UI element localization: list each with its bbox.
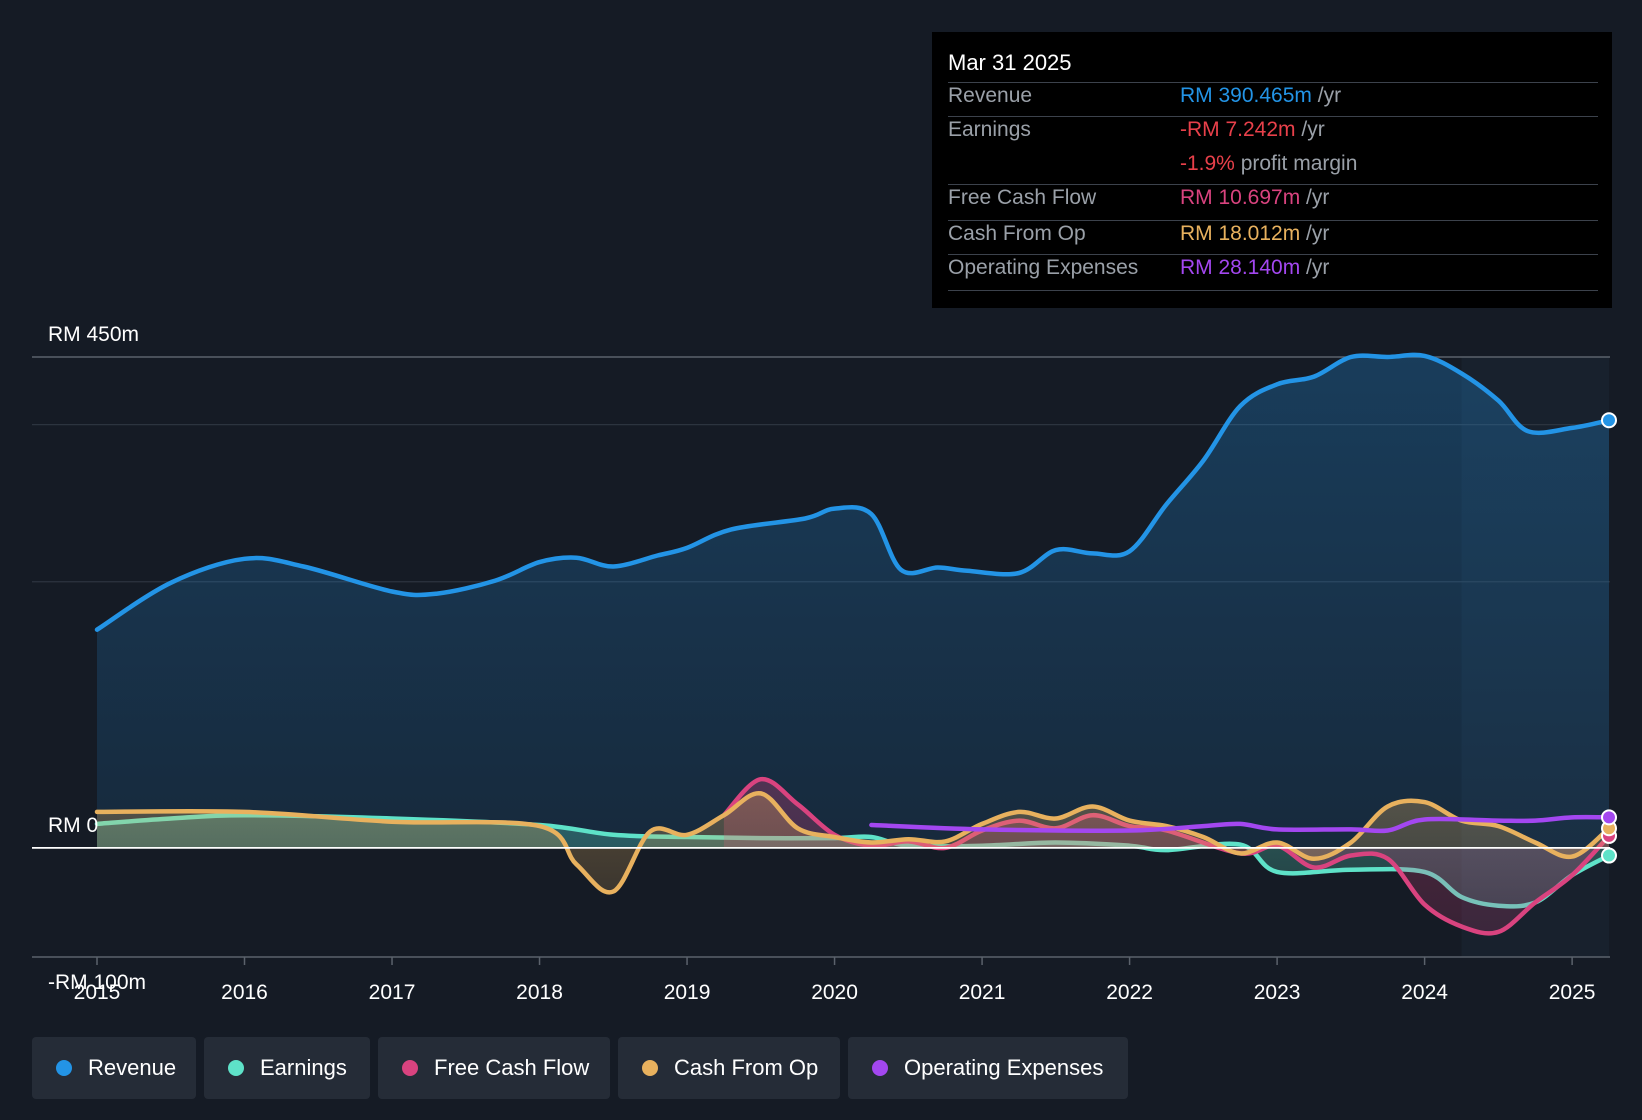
legend-operating-expenses[interactable]: Operating Expenses — [848, 1037, 1128, 1099]
legend-label-operating-expenses: Operating Expenses — [904, 1055, 1104, 1080]
x-axis: 2015 2016 2017 2018 2019 2020 2021 2022 2023 2024… — [74, 957, 1596, 1000]
legend-earnings[interactable]: Earnings — [204, 1037, 370, 1099]
revenue-line — [94, 352, 1612, 632]
x-tick-label: 2015 — [74, 981, 121, 1000]
free-cash-flow-area — [723, 779, 1609, 934]
tooltip-value: -RM 7.242m — [1180, 118, 1296, 141]
tooltip-separator — [948, 82, 1598, 83]
x-tick-label: 2023 — [1254, 981, 1301, 1000]
revenue-area — [97, 354, 1609, 848]
y-label-top: RM 450m — [48, 323, 139, 346]
tooltip-unit: /yr — [1300, 186, 1330, 209]
legend-dot-cash-from-op — [642, 1060, 658, 1076]
tooltip-value: RM 10.697m — [1180, 186, 1301, 209]
chart-svg: RM 450m RM 0 -RM 100m 2015 2016 2017 2018 20… — [32, 323, 1617, 1000]
legend-label-free-cash-flow: Free Cash Flow — [434, 1055, 590, 1080]
revenue-end-dot — [1601, 412, 1617, 429]
tooltip-value: RM 18.012m — [1180, 222, 1301, 245]
tooltip-separator — [948, 220, 1598, 221]
tooltip-label: Cash From Op — [948, 222, 1086, 245]
tooltip-label: Revenue — [948, 84, 1033, 107]
y-label-zero: RM 0 — [48, 814, 98, 837]
legend-label-cash-from-op: Cash From Op — [674, 1055, 819, 1080]
x-tick-label: 2017 — [369, 981, 416, 1000]
tooltip-value: -1.9% — [1180, 152, 1235, 175]
x-tick-label: 2019 — [664, 981, 711, 1000]
tooltip-label: Operating Expenses — [948, 256, 1139, 279]
tooltip-unit: /yr — [1300, 256, 1330, 279]
x-tick-label: 2018 — [516, 981, 563, 1000]
legend-label-revenue: Revenue — [88, 1055, 177, 1080]
operating-expenses-line — [869, 814, 1612, 834]
end-dots — [1601, 412, 1617, 864]
tooltip-value: RM 28.140m — [1180, 256, 1301, 279]
x-tick-label: 2016 — [221, 981, 268, 1000]
legend-cash-from-op[interactable]: Cash From Op — [618, 1037, 840, 1099]
tooltip: Mar 31 2025 Revenue RM 390.465m /yr Earn… — [932, 32, 1612, 308]
tooltip-unit: profit margin — [1234, 152, 1358, 175]
tooltip-unit: /yr — [1311, 84, 1342, 107]
tooltip-value: RM 390.465m — [1180, 84, 1312, 107]
tooltip-separator — [948, 116, 1598, 117]
tooltip-label: Free Cash Flow — [948, 186, 1097, 209]
tooltip-label: Earnings — [948, 118, 1031, 141]
legend-dot-operating-expenses — [872, 1060, 888, 1076]
tooltip-unit: /yr — [1300, 222, 1330, 245]
tooltip-date: Mar 31 2025 — [948, 50, 1072, 75]
tooltip-separator — [948, 184, 1598, 185]
legend-free-cash-flow[interactable]: Free Cash Flow — [378, 1037, 610, 1099]
x-tick-label: 2020 — [811, 981, 858, 1000]
legend-label-earnings: Earnings — [260, 1055, 347, 1080]
tooltip-separator — [948, 290, 1598, 291]
operating-expenses-end-dot — [1601, 809, 1617, 826]
y-label-bottom: -RM 100m — [48, 971, 146, 994]
tooltip-separator — [948, 254, 1598, 255]
legend-dot-earnings — [228, 1060, 244, 1076]
earnings-end-dot — [1601, 847, 1617, 864]
x-tick-label: 2024 — [1401, 981, 1448, 1000]
x-tick-label: 2025 — [1549, 981, 1596, 1000]
cash-from-op-line — [94, 791, 1612, 895]
legend-dot-free-cash-flow — [402, 1060, 418, 1076]
series-layer — [94, 352, 1612, 936]
x-tick-label: 2022 — [1106, 981, 1153, 1000]
legend-revenue[interactable]: Revenue — [32, 1037, 196, 1099]
x-tick-label: 2021 — [959, 981, 1006, 1000]
tooltip-unit: /yr — [1295, 118, 1325, 141]
cash-from-op-area — [97, 793, 1609, 893]
legend-dot-revenue — [56, 1060, 72, 1076]
